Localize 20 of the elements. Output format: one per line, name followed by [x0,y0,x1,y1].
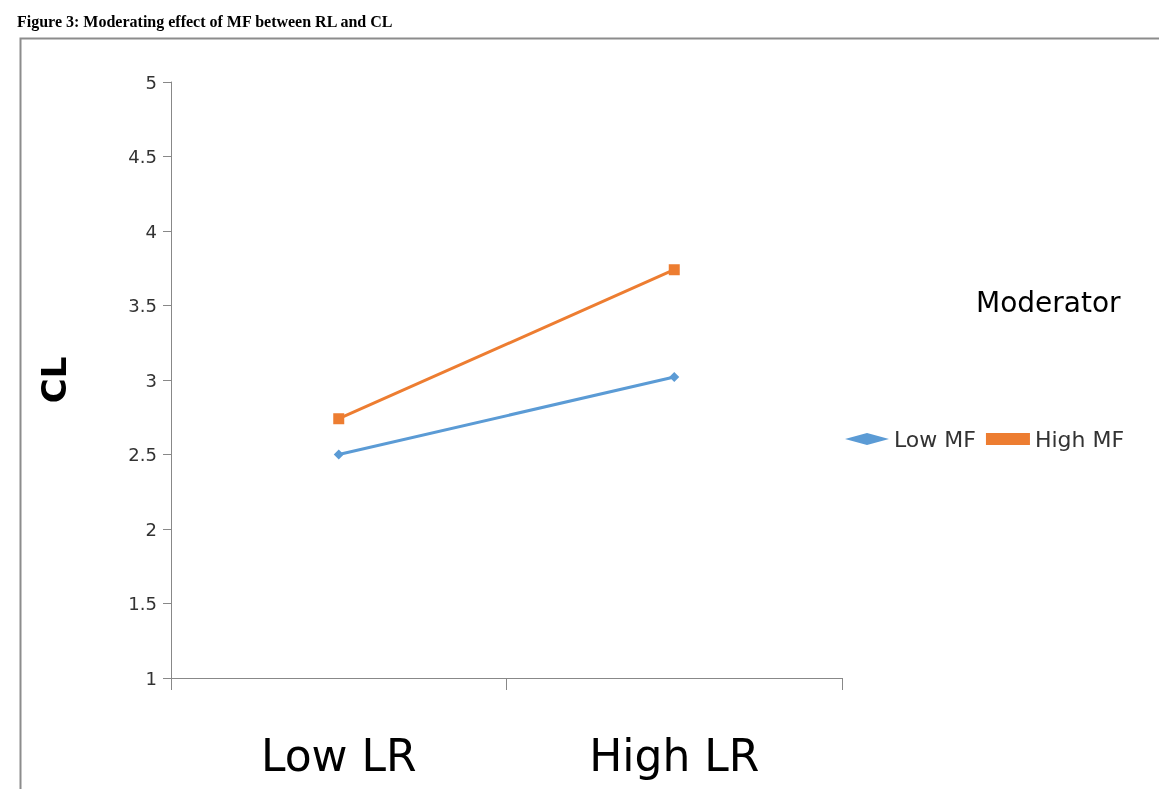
y-tick-label: 5 [145,71,157,93]
y-tick-label: 1 [145,667,157,689]
legend-title: Moderator [976,285,1122,319]
point [669,372,680,383]
x-tick-label: High LR [589,729,760,781]
y-tick-label: 2 [145,518,157,540]
y-axis-title: CL [34,356,74,404]
y-tick-label: 4.5 [128,146,157,167]
legend-label: High MF [1034,426,1125,452]
y-tick-label: 4 [145,220,157,242]
point [333,413,345,425]
x-tick-label: Low LR [260,729,417,781]
point [333,449,344,460]
y-tick-label: 2.5 [128,444,157,465]
y-tick-label: 3.5 [128,295,157,316]
point [668,264,680,276]
y-tick-label: 1.5 [128,593,157,614]
chart-title: Figure 3: Moderating effect of MF between RL and CL [17,12,393,31]
y-tick-label: 3 [145,369,157,391]
legend-label: Low MF [894,426,976,452]
